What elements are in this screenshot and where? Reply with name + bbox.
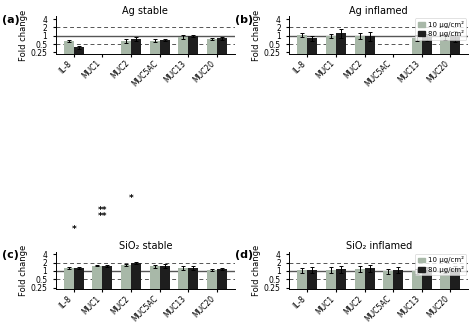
Bar (160, 266, 170, 329)
Bar (326, 36, 336, 329)
Bar (422, 37, 432, 329)
Text: **: ** (98, 206, 107, 215)
Bar (326, 270, 336, 329)
Bar (178, 268, 188, 329)
Title: Ag stable: Ag stable (122, 6, 168, 15)
Text: *: * (128, 194, 133, 203)
Bar (355, 36, 365, 329)
Bar (297, 270, 307, 329)
Bar (365, 268, 374, 329)
Bar (207, 39, 217, 329)
Bar (74, 268, 84, 329)
Bar (422, 270, 432, 329)
Bar (355, 269, 365, 329)
Bar (102, 266, 112, 329)
Bar (297, 35, 307, 329)
Bar (336, 33, 346, 329)
Bar (150, 41, 160, 329)
Bar (383, 271, 393, 329)
Title: SiO₂ inflamed: SiO₂ inflamed (346, 241, 412, 251)
Bar (92, 266, 102, 329)
Text: *: * (72, 224, 76, 234)
Title: Ag inflamed: Ag inflamed (349, 6, 408, 15)
Legend: 10 μg/cm², 80 μg/cm²: 10 μg/cm², 80 μg/cm² (415, 18, 466, 40)
Bar (307, 270, 317, 329)
Bar (121, 265, 131, 329)
Bar (412, 38, 422, 329)
Text: (a): (a) (2, 15, 19, 25)
Bar (121, 41, 131, 329)
Bar (188, 36, 198, 329)
Bar (307, 38, 317, 329)
Bar (64, 41, 74, 329)
Bar (217, 269, 227, 329)
Bar (64, 268, 74, 329)
Text: **: ** (98, 213, 107, 221)
Bar (178, 37, 188, 329)
Y-axis label: Fold change: Fold change (18, 245, 27, 296)
Bar (207, 270, 217, 329)
Bar (131, 263, 141, 329)
Text: (b): (b) (236, 15, 254, 25)
Y-axis label: Fold change: Fold change (18, 10, 27, 61)
Text: (c): (c) (2, 250, 19, 260)
Bar (440, 271, 450, 329)
Bar (365, 36, 374, 329)
Bar (440, 37, 450, 329)
Title: SiO₂ stable: SiO₂ stable (118, 241, 172, 251)
Bar (336, 269, 346, 329)
Bar (412, 271, 422, 329)
Bar (74, 47, 84, 329)
Bar (450, 35, 460, 329)
Bar (217, 38, 227, 329)
Bar (160, 40, 170, 329)
Bar (450, 269, 460, 329)
Bar (150, 266, 160, 329)
Y-axis label: Fold change: Fold change (252, 10, 261, 61)
Legend: 10 μg/cm², 80 μg/cm²: 10 μg/cm², 80 μg/cm² (415, 254, 466, 275)
Bar (131, 39, 141, 329)
Bar (393, 270, 403, 329)
Bar (188, 267, 198, 329)
Y-axis label: Fold change: Fold change (252, 245, 261, 296)
Text: (d): (d) (236, 250, 254, 260)
